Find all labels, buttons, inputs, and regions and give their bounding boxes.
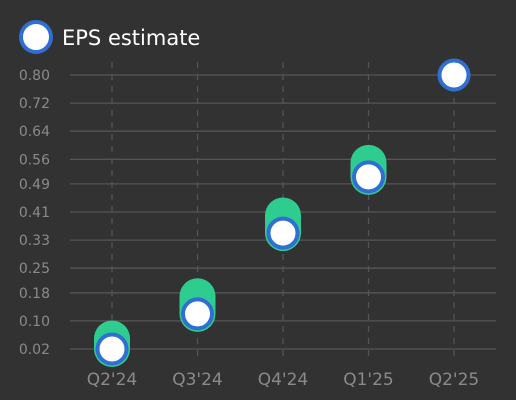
y-tick-label: 0.10 bbox=[19, 314, 50, 330]
y-tick-label: 0.64 bbox=[19, 124, 50, 140]
y-tick-label: 0.25 bbox=[19, 261, 50, 277]
y-tick-label: 0.49 bbox=[19, 177, 50, 193]
estimate-marker bbox=[266, 216, 300, 250]
y-tick-label: 0.33 bbox=[19, 233, 50, 249]
circle-marker-icon bbox=[19, 20, 53, 54]
estimate-marker bbox=[181, 297, 214, 331]
estimate-marker bbox=[95, 332, 129, 366]
estimate-markers bbox=[95, 58, 471, 366]
estimate-marker bbox=[437, 58, 471, 92]
legend-label: EPS estimate bbox=[62, 26, 200, 50]
y-axis-ticks: 0.02 0.10 0.18 0.25 0.33 0.41 0.49 0.56 0.64 0.72… bbox=[19, 68, 50, 358]
y-tick-label: 0.41 bbox=[19, 205, 50, 221]
y-tick-label: 0.56 bbox=[19, 152, 50, 168]
y-tick-label: 0.18 bbox=[19, 286, 50, 302]
x-tick-label: Q1'25 bbox=[343, 370, 394, 390]
x-tick-label: Q2'25 bbox=[429, 370, 480, 390]
x-tick-label: Q4'24 bbox=[258, 370, 309, 390]
y-tick-label: 0.02 bbox=[19, 342, 50, 358]
x-axis-ticks: Q2'24 Q3'24 Q4'24 Q1'25 Q2'25 bbox=[87, 370, 480, 390]
actual-bars bbox=[94, 144, 387, 367]
x-tick-label: Q2'24 bbox=[87, 370, 138, 390]
x-tick-label: Q3'24 bbox=[172, 370, 223, 390]
y-tick-label: 0.80 bbox=[19, 68, 50, 84]
y-tick-label: 0.72 bbox=[19, 96, 50, 112]
legend[interactable]: EPS estimate bbox=[19, 20, 200, 54]
estimate-marker bbox=[352, 160, 385, 194]
